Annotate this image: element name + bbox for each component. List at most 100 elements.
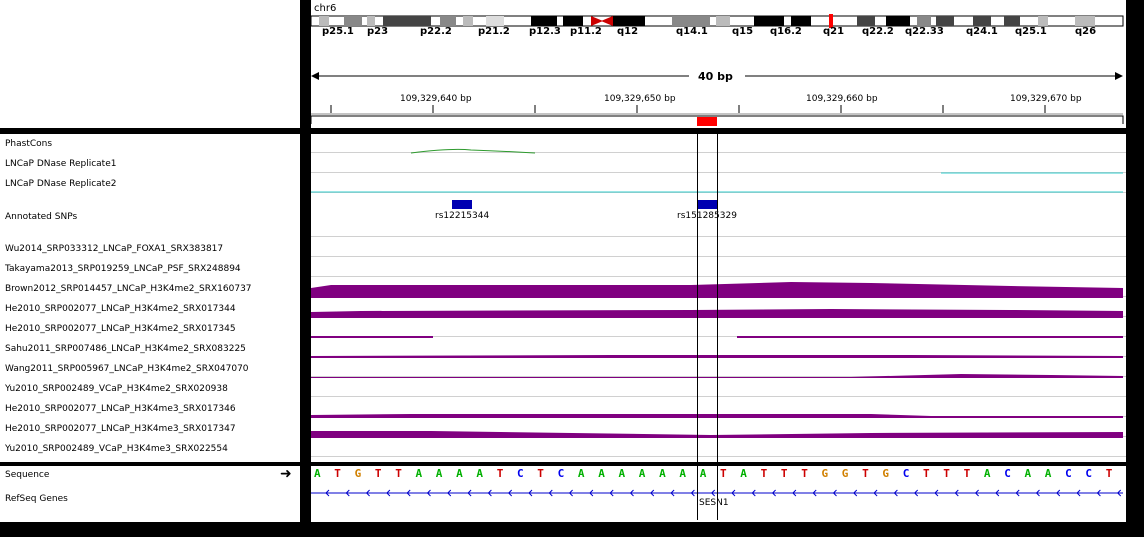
track-label[interactable]: Yu2010_SRP002489_VCaP_H3K4me2_SRX020938 [5, 384, 228, 394]
cytoband-label: p25.1 [322, 26, 354, 37]
sequence-base: C [517, 467, 524, 480]
snp-label-2: rs151285329 [677, 211, 737, 221]
span-label: 40 bp [698, 70, 733, 83]
cytoband-label: q12 [617, 26, 639, 37]
track-label[interactable]: Yu2010_SRP002489_VCaP_H3K4me3_SRX022554 [5, 444, 228, 454]
track-separator [311, 236, 1126, 237]
cytoband-label: q24.1 [966, 26, 998, 37]
strand-chevron [609, 489, 614, 497]
sequence-base: T [334, 467, 341, 480]
strand-chevron [853, 489, 858, 497]
center-line-left [697, 134, 698, 520]
strand-chevron [1015, 489, 1020, 497]
sequence-base: C [1065, 467, 1072, 480]
cytoband-label: q22.33 [905, 26, 944, 37]
strand-chevron [487, 489, 492, 497]
sequence-base: T [943, 467, 950, 480]
cytoband-label: q25.1 [1015, 26, 1047, 37]
cytoband-label: p11.2 [570, 26, 602, 37]
sequence-base: T [374, 467, 382, 480]
strand-chevron [670, 489, 675, 497]
strand-chevron [873, 489, 878, 497]
phastcons-signal [410, 148, 536, 154]
track-separator [311, 456, 1126, 457]
strand-chevron [1096, 489, 1101, 497]
ideogram[interactable] [311, 13, 1126, 29]
sequence-base: G [354, 467, 362, 480]
strand-arrow-icon[interactable]: ➜ [280, 466, 292, 482]
snp-marker-1[interactable] [452, 200, 472, 209]
track-label[interactable]: He2010_SRP002077_LNCaP_H3K4me2_SRX017344 [5, 304, 236, 314]
sequence-base: A [476, 467, 484, 480]
he2010-h3k4me3-347-signal [311, 431, 1123, 438]
sequence-base: A [577, 467, 585, 480]
sequence-base: A [638, 467, 646, 480]
strand-chevron [406, 489, 411, 497]
sequence-base: A [1044, 467, 1052, 480]
strand-chevron [954, 489, 959, 497]
strand-chevron [1035, 489, 1040, 497]
ruler-label-panel [0, 0, 300, 128]
track-separator [311, 256, 1126, 257]
sequence-base: A [699, 467, 707, 480]
track-label[interactable]: Annotated SNPs [5, 212, 78, 222]
strand-chevron [507, 489, 513, 497]
sequence-base: T [780, 467, 788, 480]
strand-chevron [629, 489, 634, 497]
snp-marker-2[interactable] [697, 200, 717, 209]
strand-chevron [426, 489, 431, 497]
sequence-base: T [801, 467, 808, 480]
sequence-base: C [902, 467, 910, 480]
strand-chevron [325, 489, 330, 497]
track-label[interactable]: Sahu2011_SRP007486_LNCaP_H3K4me2_SRX0832… [5, 344, 246, 354]
strand-chevron [934, 489, 939, 497]
track-signals [311, 148, 1123, 438]
track-label[interactable]: Wu2014_SRP033312_LNCaP_FOXA1_SRX383817 [5, 244, 224, 254]
track-label[interactable]: Brown2012_SRP014457_LNCaP_H3K4me2_SRX160… [5, 284, 252, 294]
strand-chevron [650, 489, 655, 497]
snp-label-1: rs12215344 [435, 211, 490, 221]
region-of-interest[interactable] [697, 117, 717, 126]
strand-chevron [913, 489, 919, 497]
cytoband-label: q21 [823, 26, 845, 37]
track-label[interactable]: PhastCons [5, 139, 53, 149]
track-label[interactable]: He2010_SRP002077_LNCaP_H3K4me3_SRX017347 [5, 424, 236, 434]
sequence-base: T [496, 467, 504, 480]
sequence-base: A [435, 467, 443, 480]
cytoband-label: p23 [367, 26, 389, 37]
strand-chevron [447, 489, 452, 497]
center-line-right [717, 134, 718, 520]
strand-chevron [386, 489, 391, 497]
track-label[interactable]: LNCaP DNase Replicate1 [5, 159, 117, 169]
strand-chevron [589, 489, 594, 497]
cytoband-label: q15 [732, 26, 754, 37]
sequence-base: A [983, 467, 991, 480]
strand-chevron [1076, 489, 1081, 497]
ruler-tick-label: 109,329,670 bp [1010, 94, 1082, 104]
track-separator [311, 396, 1126, 397]
strand-chevron [710, 489, 716, 497]
strand-chevron [893, 489, 898, 497]
cytoband-label: q16.2 [770, 26, 802, 37]
sequence-base: G [882, 467, 890, 480]
sequence-base: A [456, 467, 463, 480]
cytoband-label: p12.3 [529, 26, 561, 37]
sequence-base: G [821, 467, 829, 480]
chromosome-name: chr6 [314, 3, 337, 14]
ruler-tick-label: 109,329,640 bp [400, 94, 472, 104]
track-separator [311, 376, 1126, 377]
track-label[interactable]: He2010_SRP002077_LNCaP_H3K4me3_SRX017346 [5, 404, 236, 414]
strand-chevron [1056, 489, 1061, 497]
cytoband-label: p22.2 [420, 26, 452, 37]
sequence-base: C [557, 467, 565, 480]
track-label[interactable]: He2010_SRP002077_LNCaP_H3K4me2_SRX017345 [5, 324, 236, 334]
ruler-tick-label: 109,329,650 bp [604, 94, 676, 104]
feature-name-panel [0, 466, 300, 522]
track-label[interactable]: Wang2011_SRP005967_LNCaP_H3K4me2_SRX0470… [5, 364, 249, 374]
strand-chevron [771, 489, 776, 497]
feature-panel[interactable] [311, 466, 1126, 522]
track-label[interactable]: Takayama2013_SRP019259_LNCaP_PSF_SRX2488… [5, 264, 241, 274]
sequence-base: T [395, 467, 402, 480]
track-label[interactable]: LNCaP DNase Replicate2 [5, 179, 117, 189]
sequence-base: C [1085, 467, 1093, 480]
